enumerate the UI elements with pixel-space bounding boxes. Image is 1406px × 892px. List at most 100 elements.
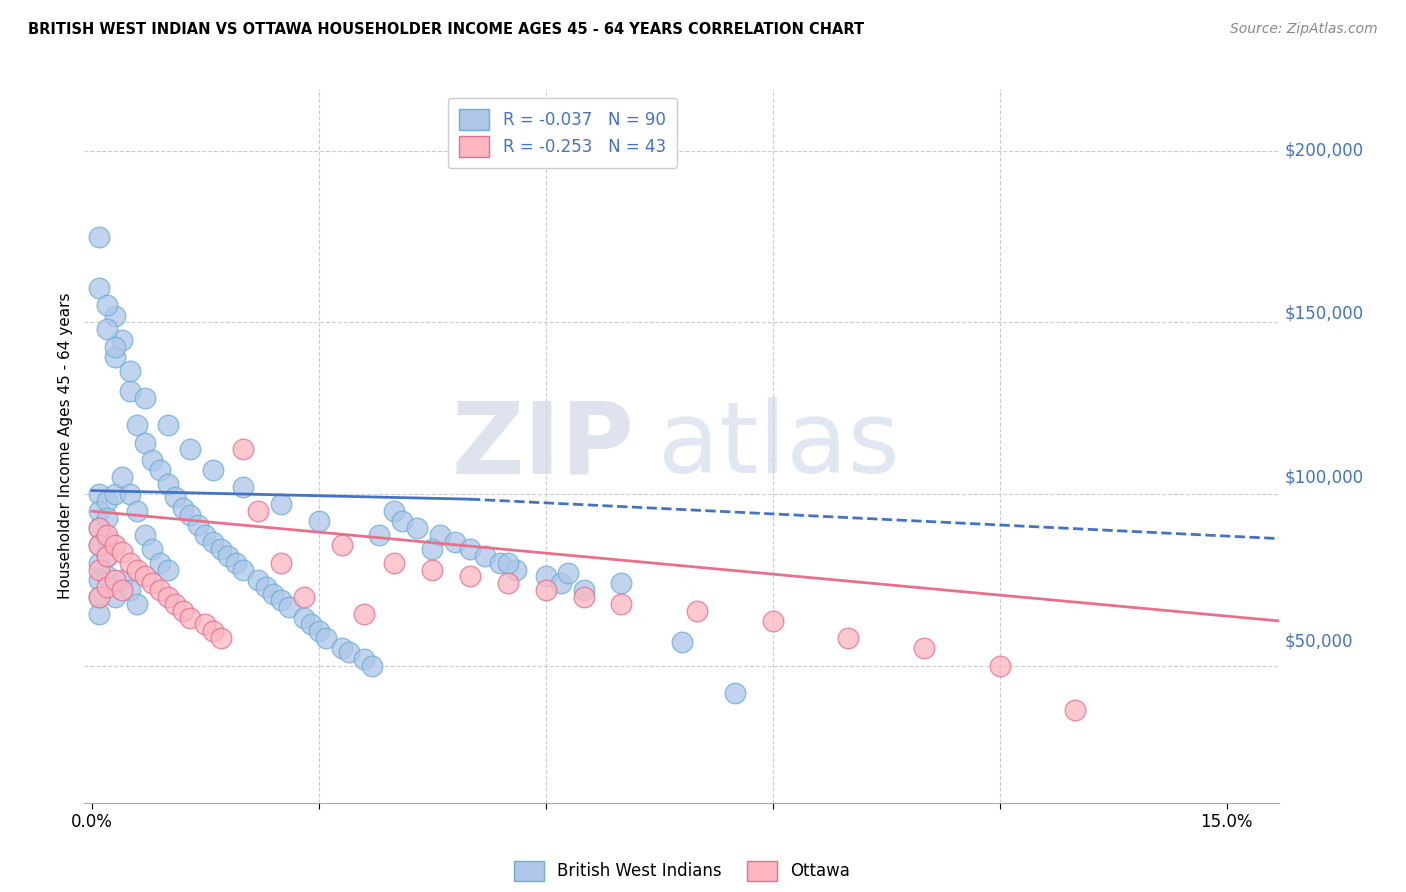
Point [179, 442, 201, 457]
Point [156, 418, 179, 433]
Point [89, 562, 111, 576]
Point [724, 686, 747, 700]
Point [496, 556, 519, 570]
Point [194, 528, 217, 542]
Point [270, 593, 292, 607]
Point [89, 281, 111, 295]
Point [149, 556, 172, 570]
Point [330, 539, 353, 553]
Point [458, 569, 481, 583]
Point [89, 573, 111, 587]
Point [127, 418, 149, 433]
Point [572, 590, 595, 604]
Point [96, 322, 118, 336]
Point [262, 586, 284, 600]
Point [89, 539, 111, 553]
Point [104, 487, 127, 501]
Point [104, 539, 127, 553]
Point [308, 624, 330, 639]
Point [96, 298, 118, 312]
Point [225, 556, 247, 570]
Point [96, 511, 118, 525]
Point [96, 549, 118, 563]
Point [201, 624, 224, 639]
Point [111, 583, 134, 598]
Point [420, 562, 443, 576]
Point [89, 607, 111, 621]
Point [96, 549, 118, 563]
Point [337, 645, 360, 659]
Point [534, 569, 557, 583]
Point [353, 607, 375, 621]
Point [149, 463, 172, 477]
Point [762, 614, 785, 628]
Point [104, 350, 127, 364]
Point [104, 339, 127, 353]
Point [118, 583, 141, 598]
Point [149, 583, 172, 598]
Point [308, 515, 330, 529]
Point [118, 384, 141, 398]
Point [557, 566, 579, 580]
Point [187, 517, 209, 532]
Point [232, 562, 254, 576]
Point [141, 576, 163, 591]
Point [505, 562, 527, 576]
Point [89, 590, 111, 604]
Text: ZIP: ZIP [451, 398, 634, 494]
Point [292, 610, 315, 624]
Point [194, 617, 217, 632]
Point [384, 504, 406, 518]
Point [270, 556, 292, 570]
Point [1064, 703, 1087, 717]
Point [209, 631, 232, 645]
Point [299, 617, 322, 632]
Point [127, 597, 149, 611]
Point [384, 556, 406, 570]
Point [141, 541, 163, 556]
Point [391, 515, 413, 529]
Point [104, 573, 127, 587]
Point [104, 590, 127, 604]
Point [232, 480, 254, 494]
Point [96, 580, 118, 594]
Point [429, 528, 451, 542]
Point [134, 391, 156, 405]
Point [127, 562, 149, 576]
Point [96, 528, 118, 542]
Point [330, 641, 353, 656]
Point [496, 576, 519, 591]
Point [172, 500, 194, 515]
Point [360, 658, 382, 673]
Point [118, 487, 141, 501]
Point [172, 604, 194, 618]
Point [179, 610, 201, 624]
Point [111, 333, 134, 347]
Point [671, 634, 693, 648]
Point [89, 521, 111, 535]
Point [489, 556, 512, 570]
Point [89, 487, 111, 501]
Point [156, 476, 179, 491]
Point [127, 504, 149, 518]
Point [444, 535, 467, 549]
Point [201, 535, 224, 549]
Point [988, 658, 1011, 673]
Point [141, 452, 163, 467]
Point [686, 604, 709, 618]
Point [96, 494, 118, 508]
Text: Source: ZipAtlas.com: Source: ZipAtlas.com [1230, 22, 1378, 37]
Point [179, 508, 201, 522]
Point [572, 583, 595, 598]
Point [458, 541, 481, 556]
Point [247, 573, 270, 587]
Point [134, 569, 156, 583]
Point [89, 229, 111, 244]
Point [550, 576, 572, 591]
Point [134, 435, 156, 450]
Point [217, 549, 239, 563]
Point [315, 631, 337, 645]
Point [118, 556, 141, 570]
Text: BRITISH WEST INDIAN VS OTTAWA HOUSEHOLDER INCOME AGES 45 - 64 YEARS CORRELATION : BRITISH WEST INDIAN VS OTTAWA HOUSEHOLDE… [28, 22, 865, 37]
Point [610, 576, 633, 591]
